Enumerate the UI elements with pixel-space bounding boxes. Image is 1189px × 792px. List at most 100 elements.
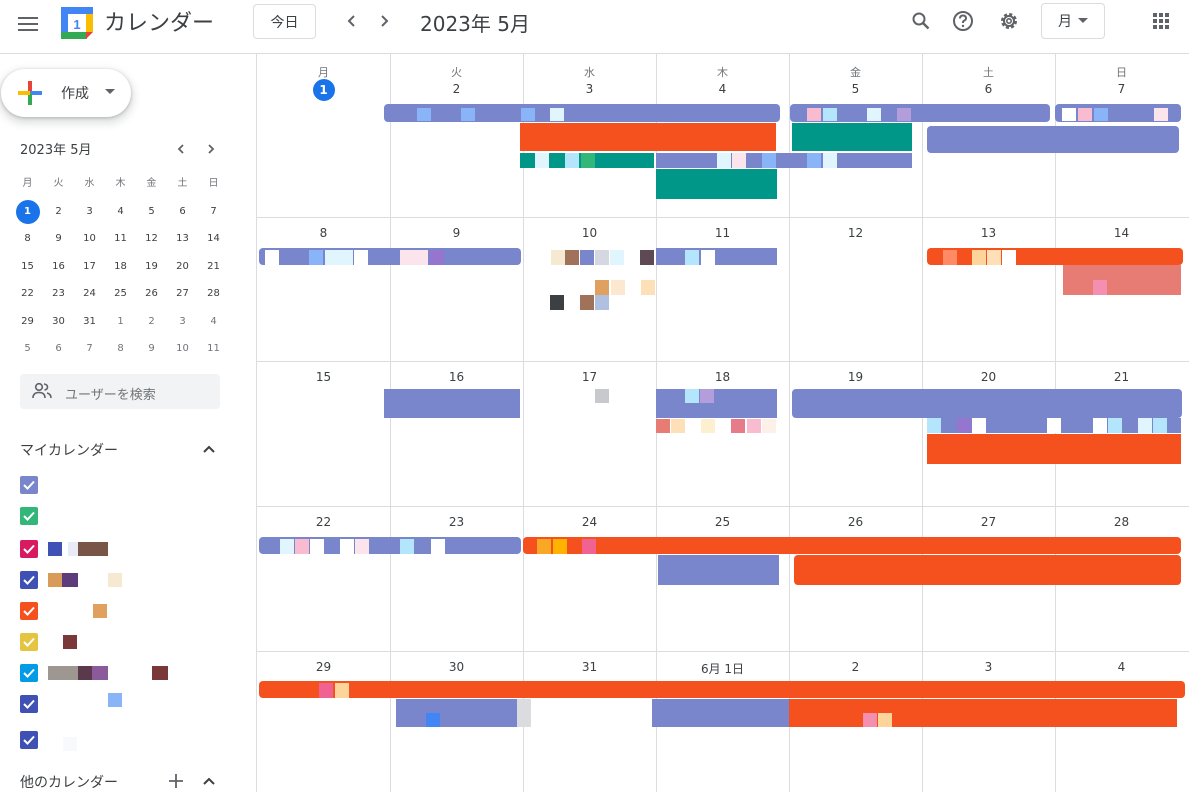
mini-day[interactable]: 24 — [83, 288, 96, 300]
event-chip[interactable] — [656, 169, 777, 199]
day-number[interactable]: 6月 1日 — [700, 662, 745, 676]
calendar-checkbox[interactable] — [20, 507, 38, 525]
calendar-list-item[interactable] — [18, 600, 238, 624]
calendar-checkbox[interactable] — [20, 571, 38, 589]
mini-day[interactable]: 26 — [145, 288, 158, 300]
day-number[interactable]: 20 — [980, 370, 997, 384]
event-chip[interactable] — [520, 123, 776, 151]
main-menu-icon[interactable] — [16, 12, 40, 36]
mini-next-icon[interactable] — [200, 138, 222, 160]
calendar-list-item[interactable] — [18, 538, 238, 562]
day-number[interactable]: 12 — [847, 226, 864, 240]
day-number[interactable]: 11 — [714, 226, 731, 240]
event-chip[interactable] — [384, 104, 780, 122]
mini-day[interactable]: 9 — [55, 233, 62, 245]
mini-day[interactable]: 23 — [52, 288, 65, 300]
calendar-checkbox[interactable] — [20, 731, 38, 749]
calendar-checkbox[interactable] — [20, 602, 38, 620]
event-chip[interactable] — [927, 126, 1179, 153]
event-chip[interactable] — [656, 153, 912, 168]
day-number[interactable]: 13 — [980, 226, 997, 240]
event-chip[interactable] — [384, 389, 520, 418]
calendar-checkbox[interactable] — [20, 633, 38, 651]
day-number[interactable]: 3 — [984, 660, 993, 674]
mini-day-other-month[interactable]: 8 — [117, 343, 124, 355]
calendar-checkbox[interactable] — [20, 695, 38, 713]
apps-grid-icon[interactable] — [1148, 8, 1174, 34]
mini-day-other-month[interactable]: 7 — [86, 343, 93, 355]
day-number[interactable]: 30 — [448, 660, 465, 674]
mini-day[interactable]: 21 — [207, 260, 220, 272]
event-chip[interactable] — [927, 248, 1183, 265]
mini-day[interactable]: 5 — [148, 205, 155, 217]
add-calendar-plus-icon[interactable] — [166, 771, 186, 791]
mini-day[interactable]: 31 — [83, 315, 96, 327]
day-number[interactable]: 31 — [581, 660, 598, 674]
day-number[interactable]: 19 — [847, 370, 864, 384]
mini-day[interactable]: 28 — [207, 288, 220, 300]
calendar-list-item[interactable] — [18, 729, 238, 753]
mini-day[interactable]: 16 — [52, 260, 65, 272]
mini-day-other-month[interactable]: 6 — [55, 343, 62, 355]
prev-month-icon[interactable] — [339, 8, 365, 34]
event-chip[interactable] — [259, 248, 521, 265]
day-number[interactable]: 21 — [1113, 370, 1130, 384]
day-number[interactable]: 15 — [315, 370, 332, 384]
my-calendars-title[interactable]: マイカレンダー — [20, 443, 118, 459]
search-icon[interactable] — [908, 8, 934, 34]
collapse-chevron-icon[interactable] — [199, 771, 219, 791]
event-chip[interactable] — [927, 434, 1181, 464]
event-chip[interactable] — [523, 537, 1181, 554]
calendar-list-item[interactable] — [18, 474, 238, 498]
day-number[interactable]: 6 — [984, 82, 993, 96]
mini-day-other-month[interactable]: 11 — [207, 343, 220, 355]
mini-day[interactable]: 20 — [176, 260, 189, 272]
event-chip[interactable] — [792, 123, 912, 151]
day-number[interactable]: 17 — [581, 370, 598, 384]
day-number[interactable]: 24 — [581, 515, 598, 529]
settings-gear-icon[interactable] — [996, 8, 1022, 34]
calendar-list-item[interactable] — [18, 631, 238, 655]
create-button[interactable]: 作成 — [1, 69, 131, 117]
mini-day[interactable]: 8 — [24, 233, 31, 245]
calendar-list-item[interactable] — [18, 505, 238, 529]
day-number[interactable]: 25 — [714, 515, 731, 529]
mini-day[interactable]: 3 — [86, 205, 93, 217]
event-chip[interactable] — [794, 555, 1181, 585]
mini-day[interactable]: 12 — [145, 233, 158, 245]
mini-day[interactable]: 14 — [207, 233, 220, 245]
mini-day[interactable]: 22 — [21, 288, 34, 300]
help-icon[interactable] — [950, 8, 976, 34]
day-number[interactable]: 23 — [448, 515, 465, 529]
day-number[interactable]: 14 — [1113, 226, 1130, 240]
event-chip[interactable] — [656, 248, 777, 265]
mini-day[interactable]: 4 — [117, 205, 124, 217]
mini-day[interactable]: 17 — [83, 260, 96, 272]
day-number-today[interactable]: 1 — [257, 79, 390, 101]
day-number[interactable]: 18 — [714, 370, 731, 384]
day-number[interactable]: 22 — [315, 515, 332, 529]
mini-day[interactable]: 30 — [52, 315, 65, 327]
mini-day-other-month[interactable]: 4 — [210, 315, 217, 327]
calendar-checkbox[interactable] — [20, 664, 38, 682]
day-number[interactable]: 26 — [847, 515, 864, 529]
mini-day[interactable]: 18 — [114, 260, 127, 272]
mini-day[interactable]: 7 — [210, 205, 217, 217]
day-number[interactable]: 4 — [1117, 660, 1126, 674]
day-number[interactable]: 27 — [980, 515, 997, 529]
day-number[interactable]: 29 — [315, 660, 332, 674]
mini-day[interactable]: 10 — [83, 233, 96, 245]
day-number[interactable]: 28 — [1113, 515, 1130, 529]
day-number[interactable]: 9 — [452, 226, 461, 240]
event-chip[interactable] — [792, 389, 1182, 418]
day-number[interactable]: 10 — [581, 226, 598, 240]
mini-day-other-month[interactable]: 3 — [179, 315, 186, 327]
mini-day-other-month[interactable]: 1 — [117, 315, 124, 327]
event-chip[interactable] — [789, 699, 1177, 727]
event-chip[interactable] — [658, 555, 779, 585]
next-month-icon[interactable] — [371, 8, 397, 34]
view-switcher-button[interactable]: 月 — [1041, 3, 1105, 39]
mini-day[interactable]: 15 — [21, 260, 34, 272]
calendar-checkbox[interactable] — [20, 476, 38, 494]
mini-day-other-month[interactable]: 5 — [24, 343, 31, 355]
